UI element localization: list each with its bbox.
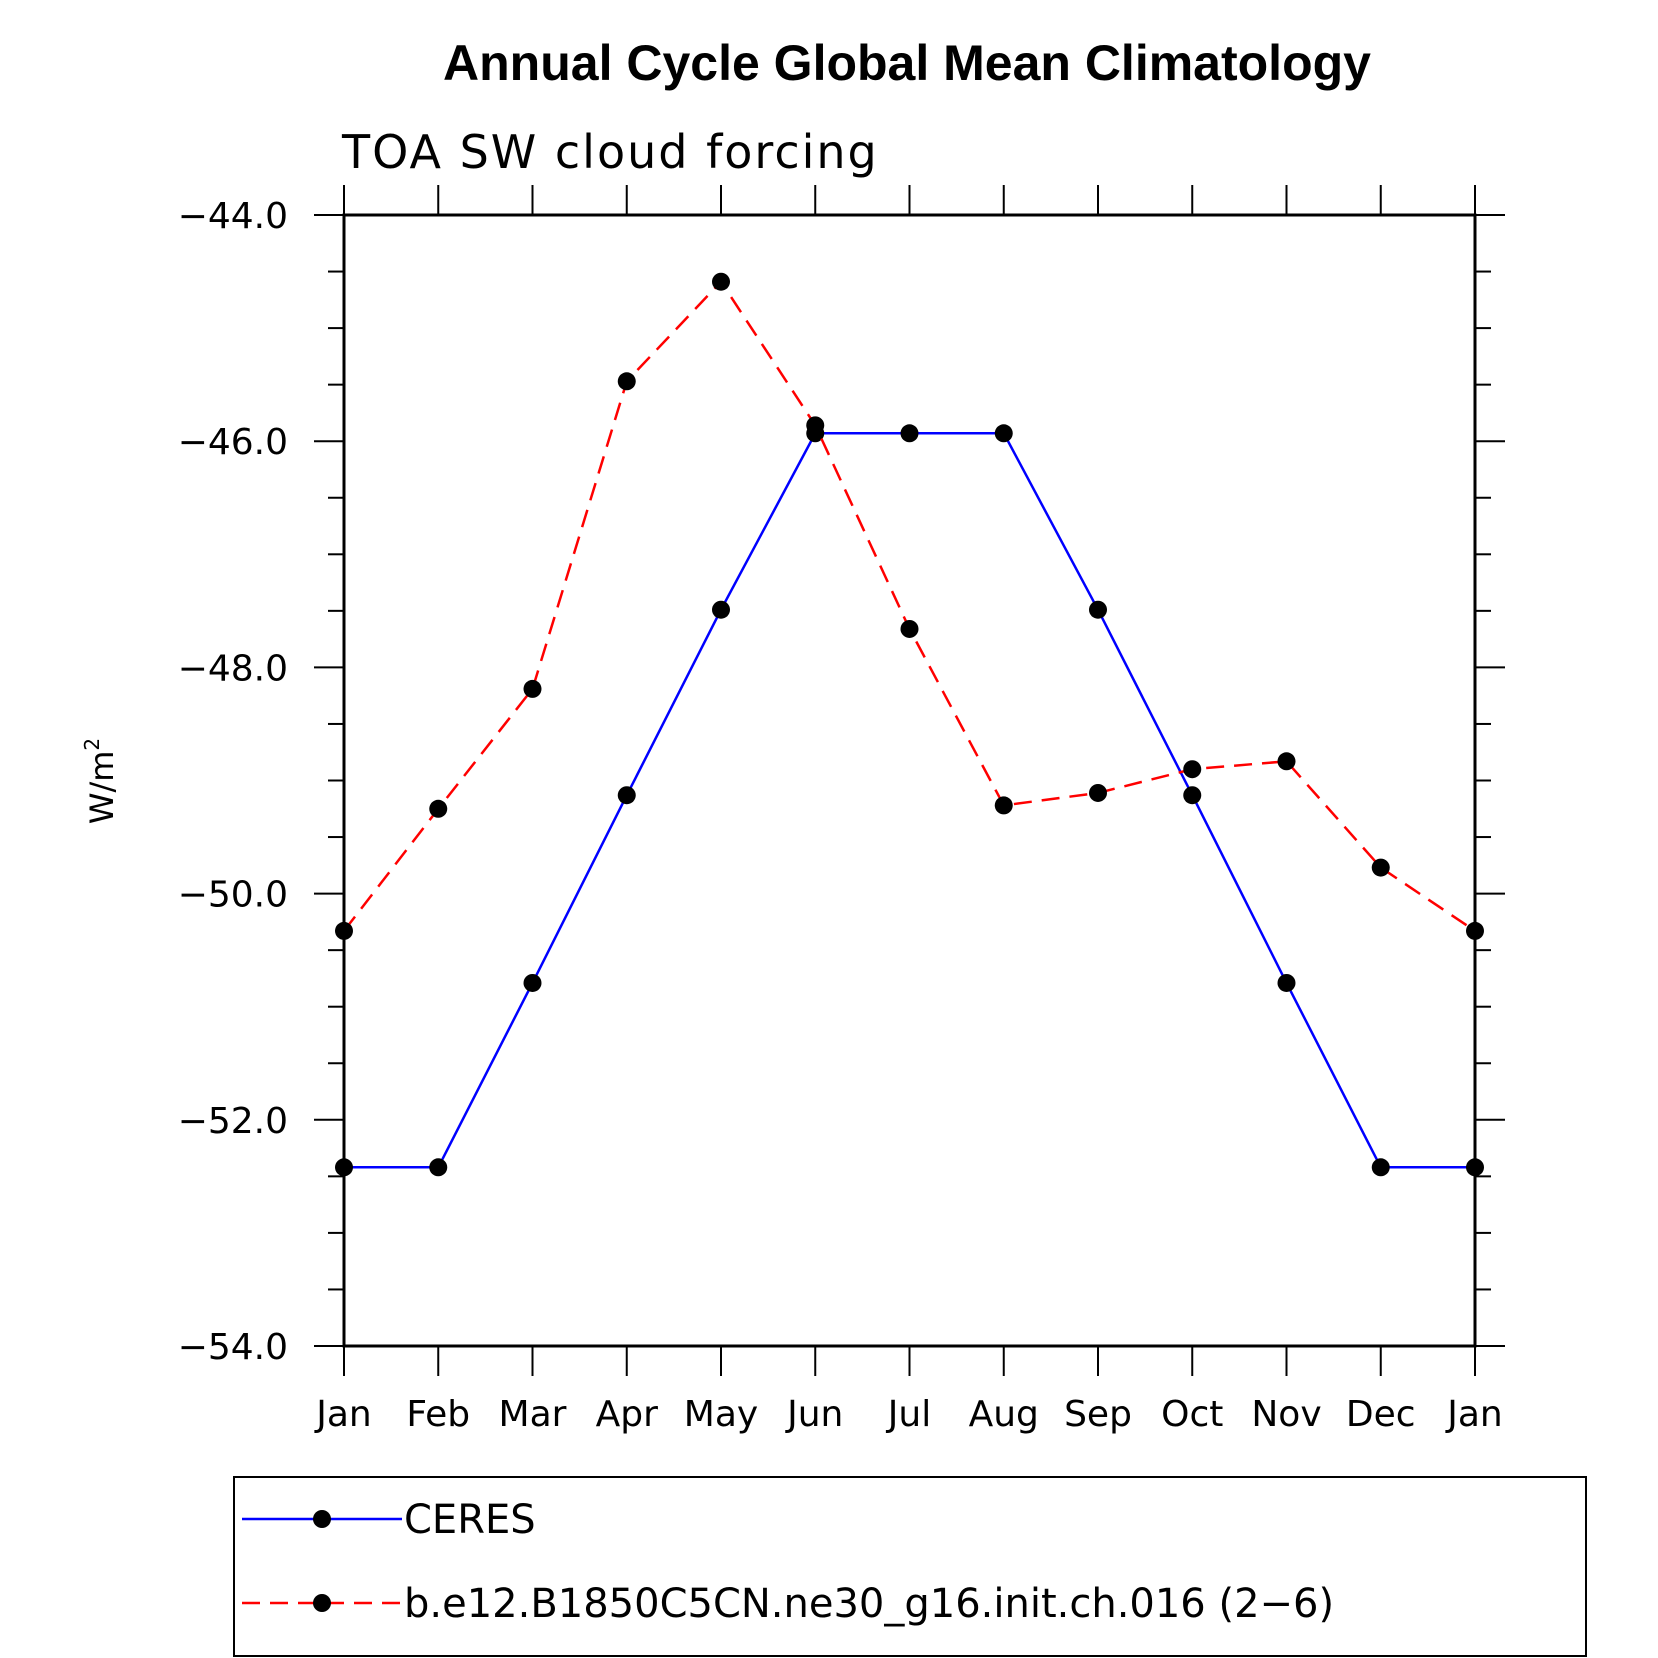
legend-label-ceres: CERES (404, 1497, 536, 1543)
legend-marker-ceres (313, 1510, 331, 1528)
y-tick-label: −54.0 (178, 1327, 288, 1368)
data-point (335, 921, 353, 940)
legend-marker-model (313, 1594, 331, 1612)
x-tick-label: Mar (499, 1394, 567, 1435)
series-layer (335, 272, 1484, 1177)
x-tick-label: Dec (1346, 1394, 1416, 1435)
data-point (1183, 760, 1202, 779)
x-axis-ticks: Jan Feb Mar Apr May Jun Jul Aug Sep Oct Nov Dec Jan (314, 185, 1503, 1435)
data-point (335, 1158, 353, 1177)
y-axis-label-superscript: 2 (80, 738, 104, 751)
data-point (1183, 786, 1202, 805)
data-point (806, 416, 825, 435)
data-point (523, 679, 542, 698)
y-tick-label: −50.0 (178, 875, 288, 916)
x-tick-label: Jan (314, 1394, 372, 1435)
data-point (1277, 973, 1296, 992)
data-point (994, 424, 1013, 443)
series-line-1 (343, 279, 1476, 932)
data-point (1089, 783, 1107, 802)
x-tick-label: Jul (886, 1394, 931, 1435)
data-point (1371, 1158, 1390, 1177)
data-point (900, 619, 919, 638)
data-point (429, 799, 448, 818)
x-tick-label: May (684, 1394, 758, 1435)
x-tick-label: Jun (785, 1394, 843, 1435)
data-point (429, 1158, 448, 1177)
y-tick-label: −46.0 (178, 422, 288, 463)
y-tick-label: −44.0 (178, 196, 288, 237)
x-tick-label: Oct (1161, 1394, 1223, 1435)
data-point (523, 973, 542, 992)
chart-title: Annual Cycle Global Mean Climatology (443, 35, 1371, 91)
y-axis-ticks: −44.0 −46.0 −48.0 −50.0 −52.0 −54.0 (178, 196, 1505, 1368)
data-point (617, 786, 636, 805)
x-tick-label: Feb (406, 1394, 470, 1435)
data-point (1371, 858, 1390, 877)
data-point (994, 796, 1013, 815)
x-tick-label: Aug (969, 1394, 1039, 1435)
series-line-0 (344, 432, 1475, 1169)
y-tick-label: −48.0 (178, 648, 288, 689)
x-tick-label: Jan (1445, 1394, 1503, 1435)
x-tick-label: Sep (1064, 1394, 1132, 1435)
plot-frame (342, 213, 1477, 1348)
legend: CERES b.e12.B1850C5CN.ne30_g16.init.ch.0… (233, 1476, 1587, 1657)
y-tick-label: −52.0 (178, 1101, 288, 1142)
data-point (1089, 600, 1107, 619)
x-tick-label: Apr (596, 1394, 658, 1435)
y-axis-label-text: W/m (83, 751, 121, 825)
x-tick-label: Nov (1251, 1394, 1321, 1435)
legend-label-model: b.e12.B1850C5CN.ne30_g16.init.ch.016 (2−… (404, 1581, 1334, 1627)
y-axis-label: W/m2 (80, 738, 121, 824)
data-point (1466, 1158, 1484, 1177)
data-point (617, 372, 636, 391)
data-point (712, 600, 730, 619)
chart-subtitle: TOA SW cloud forcing (341, 125, 879, 179)
data-point (900, 424, 919, 443)
data-point (1466, 921, 1484, 940)
data-point (1277, 752, 1296, 771)
legend-box (233, 1476, 1587, 1657)
data-point (712, 272, 730, 291)
